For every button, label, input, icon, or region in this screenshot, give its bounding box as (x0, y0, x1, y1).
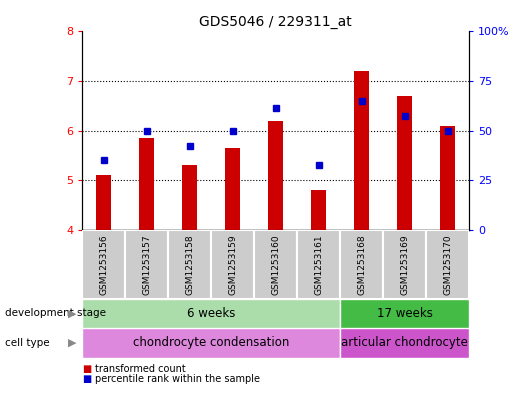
Bar (96, 175, 111, 230)
Text: ■: ■ (82, 374, 91, 384)
Text: GSM1253158: GSM1253158 (185, 234, 194, 295)
Text: ■: ■ (82, 364, 91, 375)
Bar (82, 299, 340, 328)
Title: GDS5046 / 229311_at: GDS5046 / 229311_at (199, 15, 352, 29)
Text: 17 weeks: 17 weeks (377, 307, 432, 320)
Text: ▶: ▶ (68, 309, 77, 318)
Bar (82, 328, 340, 358)
Text: chondrocyte condensation: chondrocyte condensation (133, 336, 289, 349)
Bar (340, 328, 469, 358)
Bar (426, 230, 469, 299)
Bar (297, 230, 340, 299)
Text: GSM1253159: GSM1253159 (228, 234, 237, 295)
Text: ▶: ▶ (68, 338, 77, 348)
Bar (182, 165, 197, 230)
Text: GSM1253168: GSM1253168 (357, 234, 366, 295)
Bar (383, 230, 426, 299)
Text: GSM1253170: GSM1253170 (443, 234, 452, 295)
Text: 6 weeks: 6 weeks (187, 307, 235, 320)
Bar (354, 71, 369, 230)
Text: cell type: cell type (5, 338, 50, 348)
Bar (211, 230, 254, 299)
Text: development stage: development stage (5, 309, 107, 318)
Bar (225, 148, 240, 230)
Bar (125, 230, 168, 299)
Bar (82, 230, 125, 299)
Bar (139, 138, 154, 230)
Text: GSM1253157: GSM1253157 (142, 234, 151, 295)
Text: GSM1253160: GSM1253160 (271, 234, 280, 295)
Text: percentile rank within the sample: percentile rank within the sample (95, 374, 260, 384)
Text: GSM1253169: GSM1253169 (400, 234, 409, 295)
Bar (440, 126, 455, 230)
Text: GSM1253156: GSM1253156 (99, 234, 108, 295)
Bar (311, 190, 326, 230)
Bar (340, 230, 383, 299)
Text: articular chondrocyte: articular chondrocyte (341, 336, 468, 349)
Bar (254, 230, 297, 299)
Bar (268, 121, 283, 230)
Bar (397, 96, 412, 230)
Text: transformed count: transformed count (95, 364, 186, 375)
Text: GSM1253161: GSM1253161 (314, 234, 323, 295)
Bar (168, 230, 211, 299)
Bar (340, 299, 469, 328)
